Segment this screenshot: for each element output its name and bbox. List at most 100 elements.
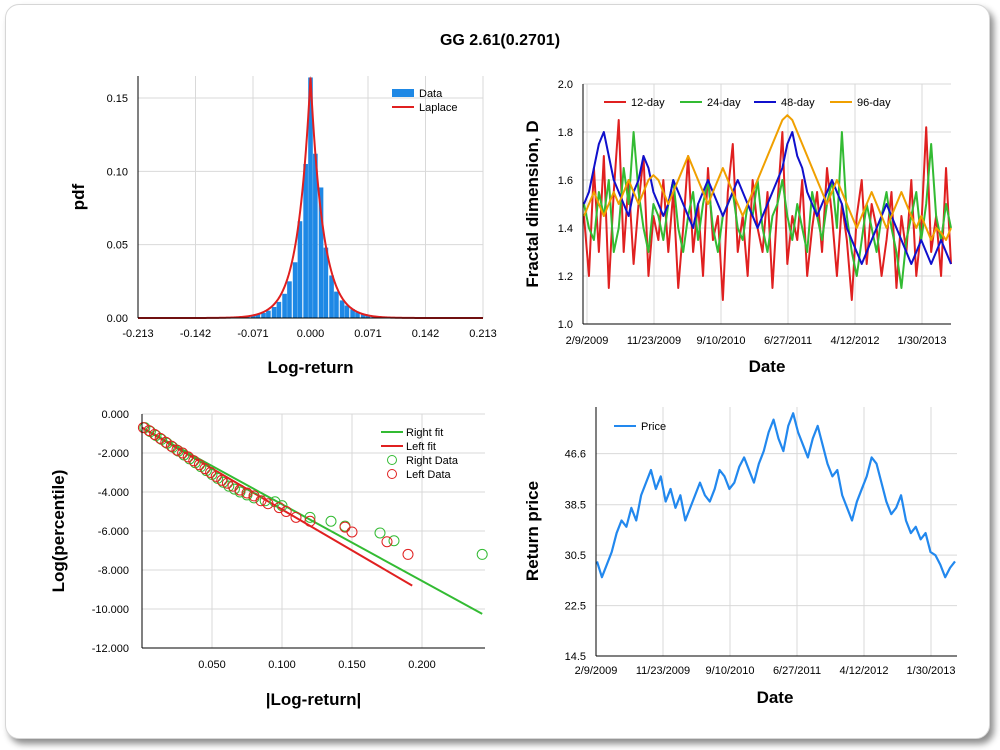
series-line-48-day: [583, 131, 952, 265]
histogram-bar: [276, 301, 282, 318]
legend-swatch-data: [392, 89, 414, 97]
x-tick-label: 1/30/2013: [898, 335, 947, 347]
left-data-point: [255, 495, 267, 507]
y-tick-label: 0.05: [107, 240, 128, 252]
legend-swatch-right-data: [387, 455, 397, 465]
x-tick-label: 2/9/2009: [566, 335, 609, 347]
left-data-point: [221, 477, 233, 489]
legend-label-24-day: 24-day: [707, 97, 741, 109]
legend-label-left-data: Left Data: [406, 469, 452, 481]
left-data-point: [290, 511, 302, 523]
left-data-point: [227, 480, 239, 492]
x-tick-label: 4/12/2012: [831, 335, 880, 347]
x-tick-label: 0.150: [338, 659, 366, 671]
series-line-96-day: [583, 114, 952, 241]
left-data-point: [154, 432, 166, 444]
log-percentile-chart: 0.050 0.100 0.150 0.200 0.000 -2.000 -4.000 -6.…: [49, 409, 488, 709]
left-data-point: [402, 548, 414, 560]
y-tick-label: -2.000: [98, 448, 129, 460]
y-tick-label: 22.5: [565, 601, 586, 613]
legend: Right fit Left fit Right Data Left Data: [381, 427, 459, 481]
left-data-point: [234, 484, 246, 496]
x-tick-label: -0.071: [237, 328, 268, 340]
legend-swatch-left-data: [387, 469, 397, 479]
y-axis-label: Fractal dimension, D: [523, 120, 542, 287]
y-tick-label: 46.6: [565, 449, 586, 461]
x-tick-label: 0.071: [354, 328, 382, 340]
histogram-bar: [313, 153, 318, 318]
left-data-point: [193, 459, 205, 471]
y-tick-label: 1.8: [558, 127, 573, 139]
histogram-bar: [365, 315, 371, 318]
x-tick-label: 4/12/2012: [840, 665, 889, 677]
x-tick-label: 2/9/2009: [575, 665, 618, 677]
legend: Price: [614, 421, 666, 433]
right-data-point: [374, 527, 386, 539]
legend-label-12-day: 12-day: [631, 97, 665, 109]
histogram-bar: [250, 315, 256, 318]
y-tick-label: 1.6: [558, 175, 573, 187]
right-data-point: [476, 548, 488, 560]
legend-label-48-day: 48-day: [781, 97, 815, 109]
histogram-bar: [329, 275, 334, 318]
histogram-bar: [297, 221, 303, 318]
legend-label-right-fit: Right fit: [406, 427, 443, 439]
x-axis-label: Date: [757, 688, 794, 707]
left-data-point: [346, 526, 358, 538]
left-data-point: [216, 474, 228, 486]
x-tick-label: 6/27/2011: [764, 335, 812, 347]
left-data-point: [241, 487, 253, 499]
histogram-bar: [355, 312, 360, 318]
histogram-bar: [282, 293, 287, 318]
x-tick-label: 0.100: [268, 659, 296, 671]
x-tick-label: 11/23/2009: [636, 665, 690, 677]
left-data-point: [137, 422, 149, 434]
histogram-bar: [292, 262, 298, 318]
y-tick-label: -10.000: [92, 604, 129, 616]
x-axis-label: Date: [749, 357, 786, 376]
left-data-point: [149, 428, 161, 440]
x-tick-label: 0.050: [198, 659, 226, 671]
y-tick-label: -4.000: [98, 487, 129, 499]
y-tick-label: 30.5: [565, 550, 586, 562]
left-data-point: [165, 440, 177, 452]
right-data-point: [304, 511, 316, 523]
right-data-point: [217, 476, 229, 488]
legend-label-data: Data: [419, 88, 443, 100]
right-data-point: [276, 500, 288, 512]
page-title: GG 2.61(0.2701): [439, 32, 561, 49]
right-data-point: [339, 520, 351, 532]
legend-label-96-day: 96-day: [857, 97, 891, 109]
left-data-point: [177, 447, 189, 459]
x-tick-label: 0.213: [469, 328, 497, 340]
price-series-line: [595, 412, 956, 579]
y-tick-label: -6.000: [98, 526, 129, 538]
y-tick-label: 14.5: [565, 651, 586, 663]
histogram-bar: [303, 164, 308, 318]
chart-frame: [5, 4, 990, 739]
left-data-point: [262, 498, 274, 510]
histogram-bar: [360, 313, 366, 318]
left-data-point: [188, 455, 200, 467]
histogram-bar: [334, 291, 339, 318]
x-tick-label: 0.200: [408, 659, 436, 671]
y-tick-label: 1.4: [558, 223, 573, 235]
x-tick-label: 11/23/2009: [627, 335, 681, 347]
legend-label-left-fit: Left fit: [406, 441, 436, 453]
histogram-bar: [318, 187, 324, 318]
histogram-bar: [350, 309, 355, 318]
y-tick-label: -12.000: [92, 643, 129, 655]
x-tick-label: 6/27/2011: [773, 665, 821, 677]
x-axis-label: |Log-return|: [266, 690, 361, 709]
y-tick-label: 0.15: [107, 93, 128, 105]
histogram-bar: [255, 314, 261, 318]
series-line-12-day: [583, 119, 952, 301]
legend-label-laplace: Laplace: [419, 102, 458, 114]
y-tick-label: 0.00: [107, 313, 128, 325]
right-data-point: [388, 535, 400, 547]
x-tick-label: 9/10/2010: [706, 665, 755, 677]
x-tick-label: -0.142: [180, 328, 211, 340]
x-tick-label: 9/10/2010: [697, 335, 746, 347]
y-tick-label: 2.0: [558, 79, 573, 91]
